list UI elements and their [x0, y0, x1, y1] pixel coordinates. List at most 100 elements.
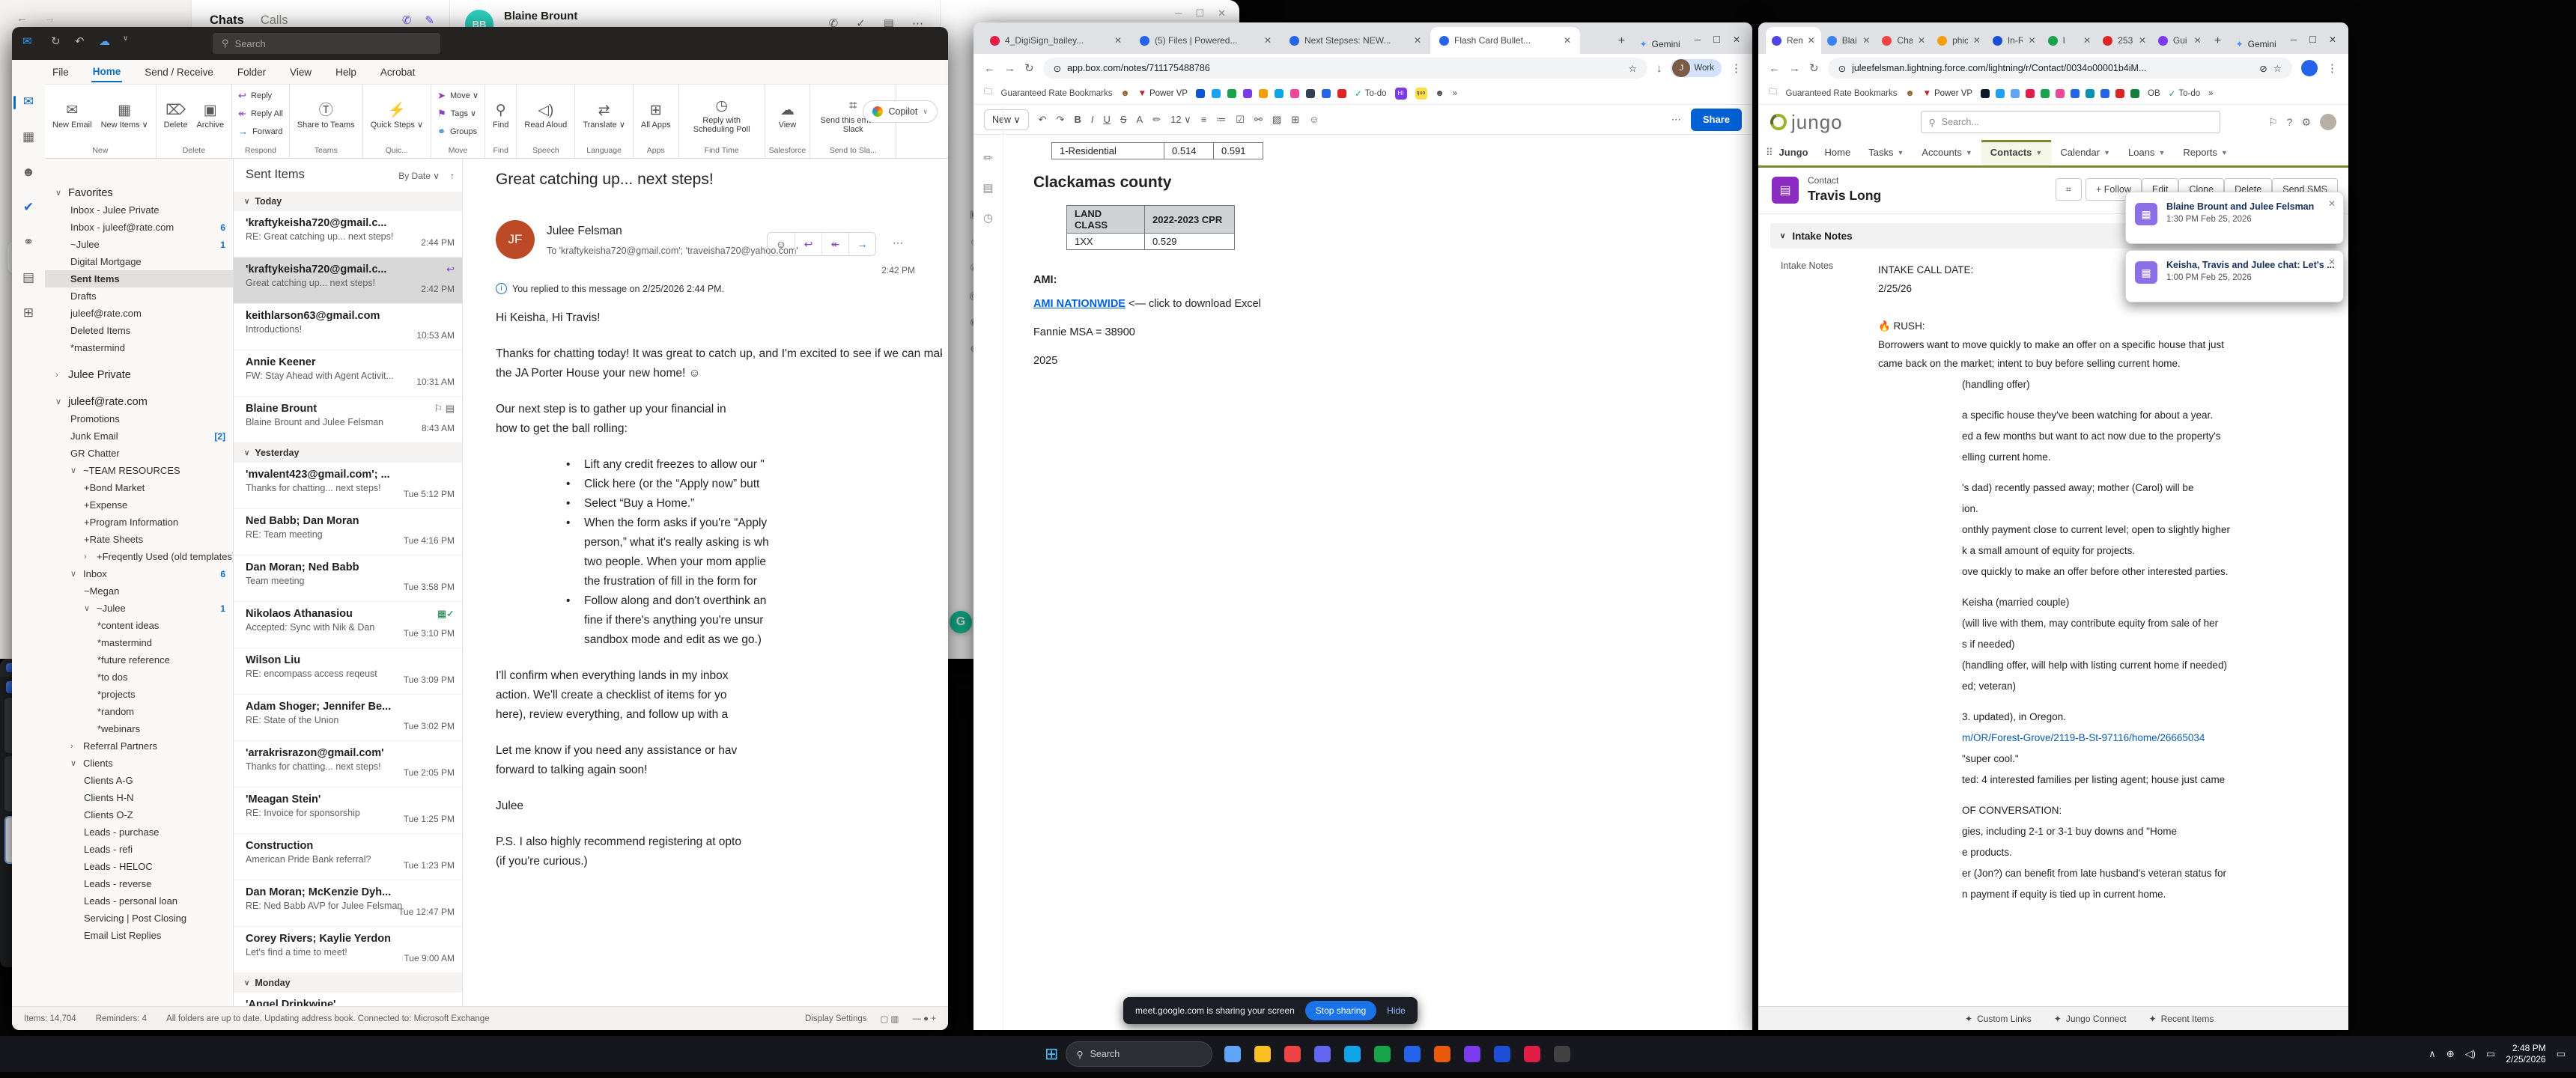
folder-item[interactable]: ∨ Favorites	[55, 186, 113, 199]
menu-acrobat[interactable]: Acrobat	[380, 66, 416, 78]
folder-item[interactable]: Drafts	[70, 290, 97, 302]
poop-emoji-bookmark[interactable]: ☻	[1905, 88, 1915, 98]
forward-icon[interactable]: →	[1004, 61, 1015, 75]
new-message-icon[interactable]: ✎	[425, 14, 434, 27]
user-avatar[interactable]	[2320, 114, 2336, 130]
tab-close-icon[interactable]: ✕	[1263, 35, 1272, 46]
tab-close-icon[interactable]: ✕	[1807, 35, 1815, 46]
back-icon[interactable]: ←	[16, 12, 28, 25]
folder-item[interactable]: *content ideas	[97, 620, 160, 631]
window-controls[interactable]: ─ ☐ ✕	[2291, 34, 2336, 45]
notifications-blocked-icon[interactable]: ⊘	[2259, 63, 2267, 74]
folder-item[interactable]: ~Megan	[84, 585, 120, 597]
folder-item[interactable]: Clients H-N	[84, 792, 134, 803]
folder-item[interactable]: Deleted Items	[70, 325, 131, 336]
forward-icon[interactable]: →	[44, 12, 55, 25]
hidden-icons-chevron[interactable]: ∧	[2428, 1048, 2436, 1059]
folder-item[interactable]: › +Freqently Used (old templates)	[84, 551, 234, 562]
new-button[interactable]: New ∨	[984, 109, 1029, 130]
font-size-dropdown[interactable]: 12 ∨	[1170, 113, 1191, 125]
email-list-item[interactable]: Blaine Brount Blaine Brount and Julee Fe…	[234, 397, 462, 443]
people-nav-icon[interactable]: ☻	[22, 165, 35, 179]
bookmarks-folder[interactable]: Guaranteed Rate Bookmarks	[1785, 88, 1898, 98]
bookmark-favicon[interactable]	[1196, 88, 1206, 98]
tab-close-icon[interactable]: ✕	[1114, 35, 1122, 46]
ribbon-button[interactable]: ⚭ Groups	[435, 124, 479, 140]
text-color-button[interactable]: A	[1136, 114, 1143, 125]
tab-close-icon[interactable]: ✕	[1563, 35, 1571, 46]
new-call-icon[interactable]: ✆	[401, 14, 412, 27]
date-group-header[interactable]: ∨ Monday	[234, 973, 462, 993]
expand-chevron-icon[interactable]: ∨	[70, 570, 77, 579]
folder-item[interactable]: +Rate Sheets	[84, 534, 144, 545]
event-reminder-card[interactable]: ▦ Blaine Brount and Julee Felsman 1:30 P…	[2125, 192, 2344, 244]
window-controls[interactable]: ─ ☐ ✕	[1175, 7, 1226, 19]
display-settings-button[interactable]: Display Settings	[805, 1014, 867, 1023]
bookmarks-overflow-icon[interactable]: »	[1452, 88, 1458, 98]
bookmark-favicon[interactable]	[1259, 88, 1269, 98]
history-icon[interactable]: ◷	[982, 212, 994, 225]
taskbar-search-input[interactable]: ⚲ Search	[1066, 1041, 1213, 1067]
image-button[interactable]: ▨	[1272, 113, 1282, 125]
bookmarks-folder[interactable]: Guaranteed Rate Bookmarks	[1000, 88, 1113, 98]
folder-item[interactable]	[45, 356, 233, 366]
hierarchy-button[interactable]: ⌗	[2055, 178, 2082, 201]
browser-tab[interactable]: 253 ✕	[2097, 27, 2152, 54]
folder-item[interactable]: *random	[97, 706, 135, 717]
nav-tab[interactable]: Loans ▼	[2128, 147, 2166, 158]
underline-button[interactable]: U	[1103, 114, 1111, 125]
folder-item[interactable]: *to dos	[97, 672, 128, 683]
folder-item[interactable]: *future reference	[97, 654, 170, 666]
file-explorer[interactable]	[1250, 1041, 1275, 1067]
folder-item[interactable]: *mastermind	[97, 637, 152, 648]
folder-item[interactable]: ∨ juleef@rate.com	[55, 395, 148, 408]
poop-emoji-bookmark[interactable]: ☻	[1120, 88, 1130, 98]
jungo-search-input[interactable]: ⚲ Search...	[1920, 111, 2220, 133]
email-list-item[interactable]: Dan Moran; Ned Babb Team meeting Tue 3:5…	[234, 555, 462, 602]
bookmark-favicon[interactable]	[1322, 88, 1331, 98]
email-list-item[interactable]: keithlarson63@gmail.com Introductions! 1…	[234, 304, 462, 350]
expand-chevron-icon[interactable]: ›	[70, 741, 73, 751]
browser-menu-icon[interactable]: ⋮	[1731, 62, 1742, 75]
stop-sharing-button[interactable]: Stop sharing	[1304, 1001, 1377, 1020]
taskbar-clock[interactable]: 2:48 PM 2/25/2026	[2506, 1043, 2546, 1065]
profile-chip[interactable]: J Work	[1671, 59, 1722, 77]
copilot-button[interactable]: Copilot ∨	[863, 100, 938, 123]
zoom-slider[interactable]: — ● +	[912, 1014, 936, 1023]
hide-banner-button[interactable]: Hide	[1387, 1005, 1406, 1016]
folder-item[interactable]: Leads - refi	[84, 844, 133, 855]
email-list-item[interactable]: Dan Moran; McKenzie Dyh... RE: Ned Babb …	[234, 880, 462, 927]
browser-tab[interactable]: phic ✕	[1931, 27, 1987, 54]
bookmarks-folder-icon[interactable]: 🗀	[984, 88, 993, 97]
nav-tab[interactable]: Calendar ▼	[2060, 147, 2111, 158]
reading-layout-icons[interactable]: ▢ ▥	[880, 1014, 899, 1024]
ribbon-button[interactable]: ↩ Reply	[236, 88, 274, 104]
email-list-item[interactable]: Corey Rivers; Kaylie Yerdon Let's find a…	[234, 927, 462, 973]
email-list-item[interactable]: Annie Keener FW: Stay Ahead with Agent A…	[234, 350, 462, 397]
todo-bookmark[interactable]: ✓ To-do	[2168, 88, 2201, 99]
share-button[interactable]: Share	[1690, 108, 1742, 131]
folder-item[interactable]: Promotions	[70, 413, 120, 424]
folder-item[interactable]: *projects	[97, 689, 136, 700]
chrome[interactable]	[1280, 1041, 1305, 1067]
gemini-tab[interactable]: ✦ Gemini	[1639, 39, 1680, 49]
browser-tab[interactable]: 4_DigiSign_bailey... ✕	[981, 27, 1131, 54]
browser-tab[interactable]: I ✕	[2042, 27, 2097, 54]
browser-tab[interactable]: Flash Card Bullet... ✕	[1430, 27, 1580, 54]
ribbon-button[interactable]: Ⓣ Share to Teams	[297, 103, 355, 130]
date-group-header[interactable]: ∨ Yesterday	[234, 443, 462, 463]
folder-item[interactable]: +Expense	[84, 499, 128, 511]
bold-button[interactable]: B	[1074, 114, 1081, 125]
site-info-icon[interactable]: ⊙	[1053, 63, 1062, 74]
window-controls[interactable]: ─ ☐ ✕	[1695, 34, 1740, 45]
ribbon-button[interactable]: ↞ Reply All	[236, 106, 285, 122]
ribbon-button[interactable]: ◁) Read Aloud	[524, 103, 568, 130]
bookmark-favicon[interactable]	[2041, 88, 2050, 98]
email-list-item[interactable]: 'Angel Drinkwine' RE: Connecting with ne…	[234, 993, 462, 1006]
folder-item[interactable]: ∨ Inbox 6	[70, 568, 225, 579]
browser-tab[interactable]: (5) Files | Powered... ✕	[1131, 27, 1281, 54]
sync-icon[interactable]: ↻	[51, 35, 61, 48]
folder-item[interactable]: ∨ ~Julee 1	[84, 603, 225, 614]
email-list-item[interactable]: 'kraftykeisha720@gmail.c... RE: Great ca…	[234, 211, 462, 258]
power-vp-bookmark[interactable]: ▼ Power VP	[1922, 88, 1973, 98]
